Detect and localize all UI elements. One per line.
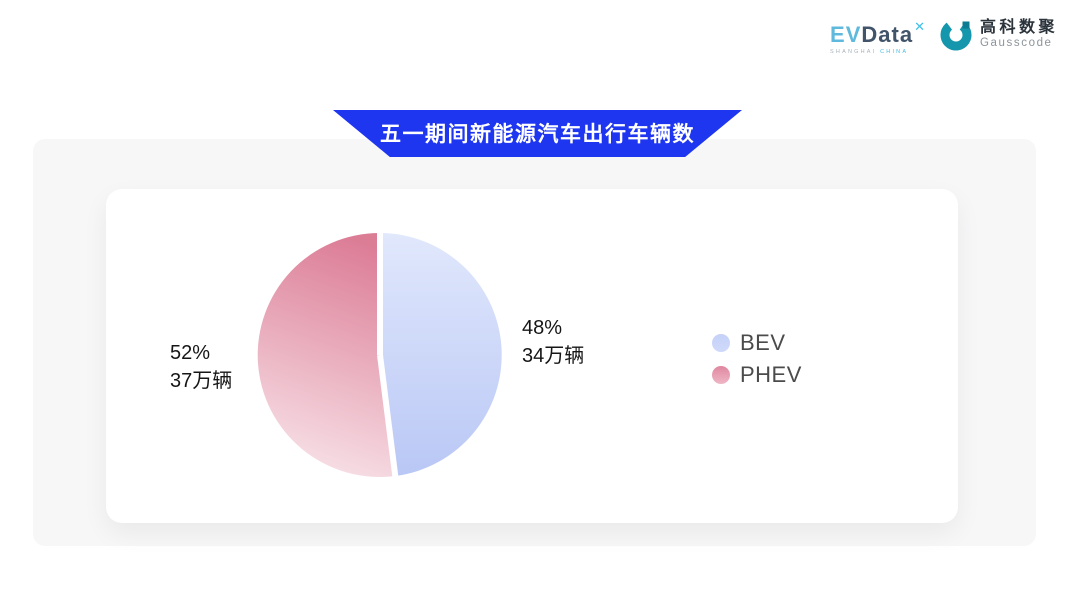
header-logos: EV Data ✕ SHANGHAI CHINA 高科数聚 Gausscode <box>830 18 1058 55</box>
chart-legend: BEV PHEV <box>712 330 802 388</box>
gausscode-logo: 高科数聚 Gausscode <box>939 18 1058 52</box>
chart-panel: 48% 34万辆 52% 37万辆 BEV PHEV <box>33 139 1036 546</box>
phev-legend-dot-icon <box>712 366 730 384</box>
pie-chart <box>257 229 502 481</box>
bev-legend-dot-icon <box>712 334 730 352</box>
phev-slice-label: 52% 37万辆 <box>170 339 232 395</box>
gausscode-cn: 高科数聚 <box>979 18 1058 36</box>
gausscode-text: 高科数聚 Gausscode <box>980 19 1058 51</box>
bev-slice-label: 48% 34万辆 <box>522 314 584 370</box>
phev-percent-label: 52% <box>170 342 211 364</box>
evdata-tagline-right: CHINA <box>880 49 909 55</box>
chart-title: 五一期间新能源汽车出行车辆数 <box>380 122 695 146</box>
evdata-ev-text: EV <box>830 22 862 47</box>
evdata-x-icon: ✕ <box>914 19 925 34</box>
pie-slice-bev <box>380 233 502 476</box>
chart-title-banner: 五一期间新能源汽车出行车辆数 <box>333 110 742 157</box>
pie-slice-phev <box>257 232 396 477</box>
bev-legend-label: BEV <box>740 330 786 355</box>
pie-slices[interactable] <box>257 229 502 481</box>
gausscode-en: Gausscode <box>979 37 1053 50</box>
gausscode-g-icon <box>940 19 972 51</box>
legend-item-bev[interactable]: BEV <box>712 330 802 356</box>
phev-value-label: 37万辆 <box>170 370 233 392</box>
evdata-tagline: SHANGHAI CHINA <box>830 49 908 55</box>
phev-legend-label: PHEV <box>740 362 802 387</box>
evdata-wordmark: EV Data ✕ <box>830 20 925 47</box>
chart-card: 48% 34万辆 52% 37万辆 BEV PHEV <box>106 189 958 523</box>
bev-percent-label: 48% <box>522 317 563 339</box>
evdata-logo: EV Data ✕ SHANGHAI CHINA <box>830 18 925 55</box>
evdata-data-text: Data <box>861 22 914 47</box>
bev-value-label: 34万辆 <box>522 345 585 367</box>
legend-item-phev[interactable]: PHEV <box>712 362 802 388</box>
evdata-tagline-left: SHANGHAI <box>830 49 877 55</box>
